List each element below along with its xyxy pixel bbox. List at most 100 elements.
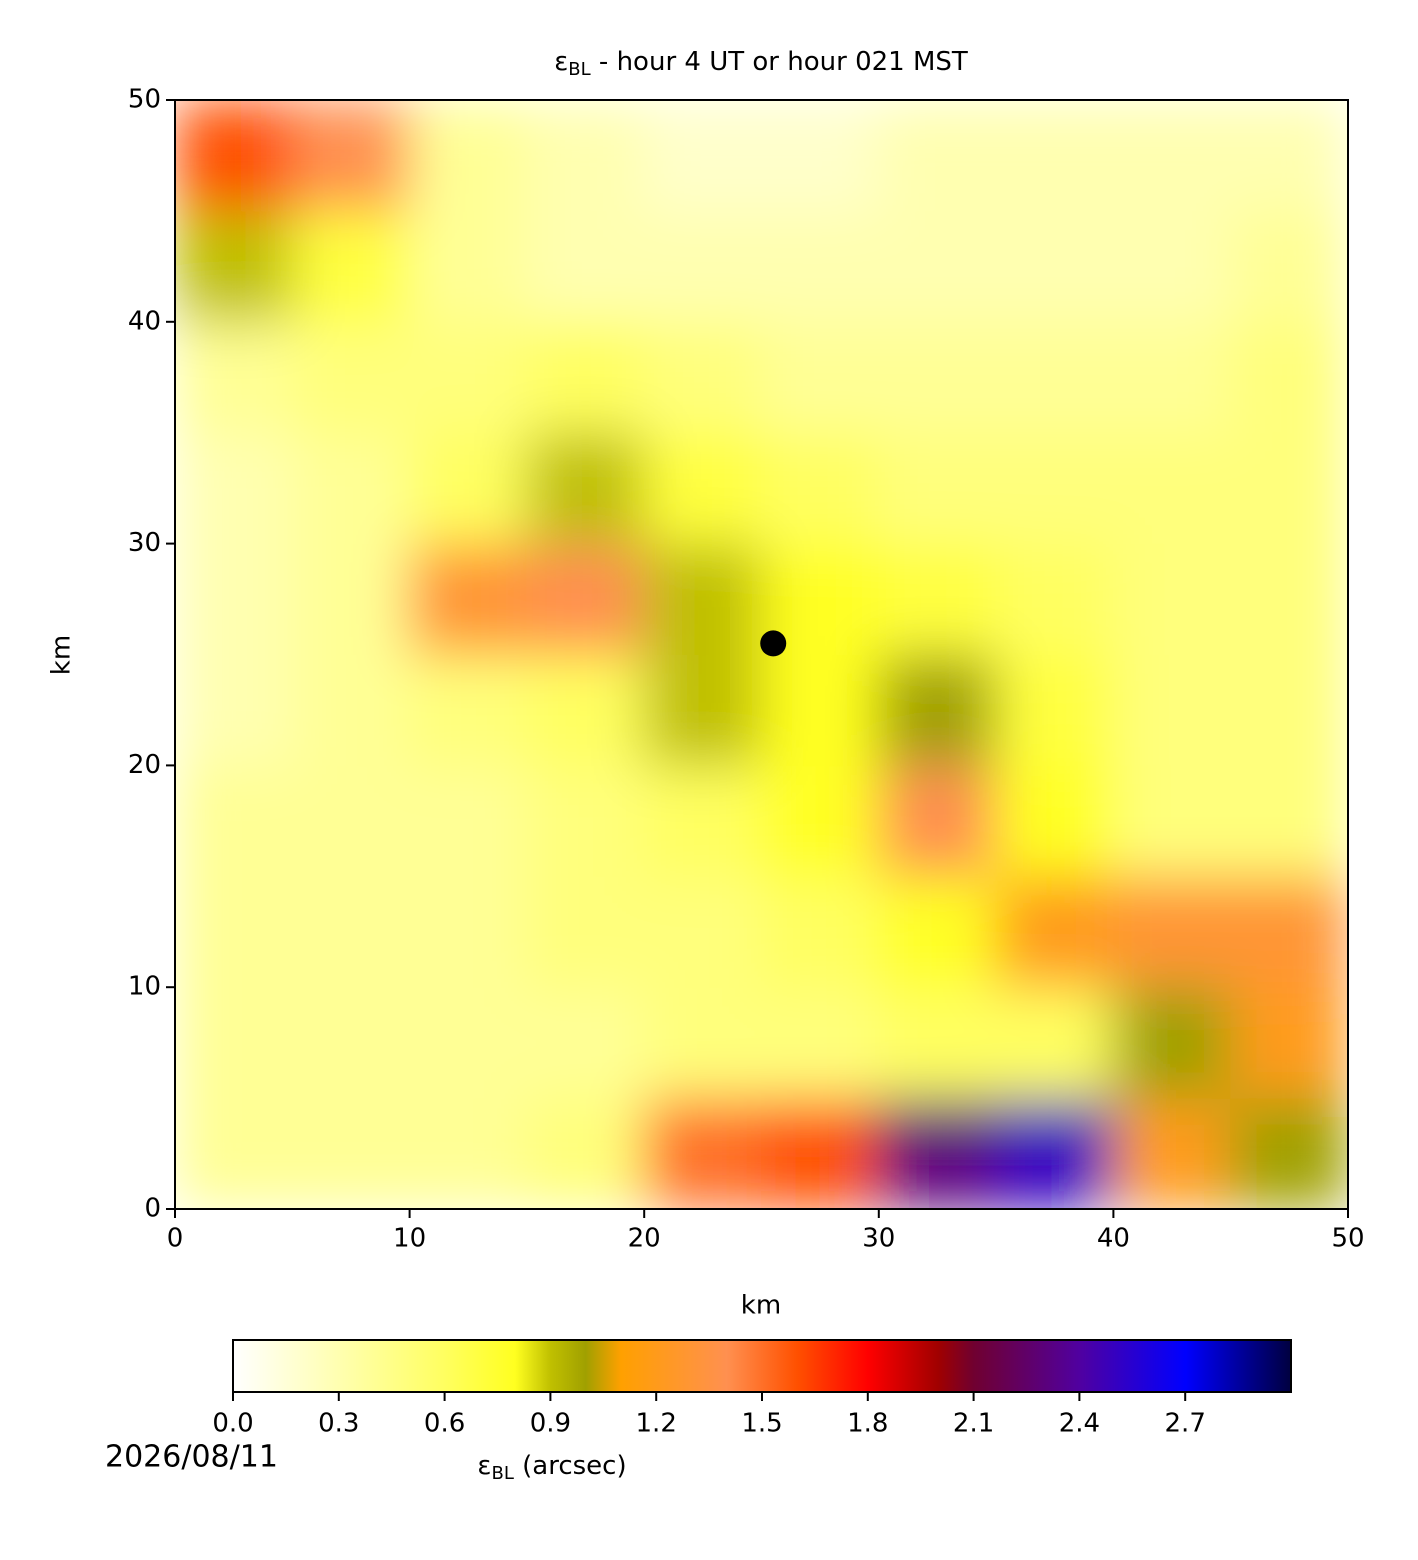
heat-cell [175, 321, 293, 434]
heat-cell [526, 875, 645, 988]
x-tick-label: 20 [628, 1224, 661, 1254]
heat-cell [1230, 543, 1348, 655]
heat-cell [1230, 1097, 1348, 1209]
y-tick-label: 0 [144, 1194, 161, 1224]
heat-cell [761, 654, 880, 766]
heat-cell [175, 1097, 293, 1209]
x-tick-label: 10 [393, 1224, 426, 1254]
heat-cell [526, 1097, 645, 1209]
heat-cell [291, 543, 411, 655]
colorbar-tick-label: 2.1 [953, 1409, 994, 1439]
heat-cell [761, 432, 880, 545]
heat-cell [526, 654, 645, 766]
heat-cell [291, 100, 411, 212]
heat-cell [1112, 543, 1232, 655]
heat-cell [643, 100, 762, 212]
date: 2026/08/11 [105, 1440, 278, 1475]
heat-cell [878, 875, 997, 988]
heat-cell [1230, 654, 1348, 766]
heat-cell [995, 875, 1114, 988]
heat-cell [1230, 764, 1348, 877]
heat-cell [409, 321, 528, 434]
colorbar-tick-label: 1.8 [847, 1409, 888, 1439]
chart-title: εBL - hour 4 UT or hour 021 MST [554, 47, 968, 81]
x-tick-label: 0 [167, 1224, 184, 1254]
heat-cell [643, 432, 762, 545]
heat-cell [643, 210, 762, 323]
heat-cell [291, 986, 411, 1099]
y-axis-label: km [47, 635, 77, 675]
heat-cell [409, 100, 528, 212]
heat-cell [878, 654, 997, 766]
heat-cell [761, 875, 880, 988]
heat-cell [175, 543, 293, 655]
heat-cell [643, 1097, 762, 1209]
y-tick-label: 40 [128, 306, 161, 336]
heat-cell [409, 543, 528, 655]
heat-cell [1112, 321, 1232, 434]
heat-cell [1112, 764, 1232, 877]
heat-cell [878, 100, 997, 212]
heat-cell [175, 432, 293, 545]
colorbar-tick-label: 0.3 [318, 1409, 359, 1439]
heat-cell [409, 875, 528, 988]
heat-cell [1230, 100, 1348, 212]
heat-cell [175, 654, 293, 766]
heat-cell [995, 764, 1114, 877]
heat-cell [1112, 986, 1232, 1099]
y-tick-label: 10 [128, 972, 161, 1002]
y-tick-label: 20 [128, 750, 161, 780]
heat-cell [175, 986, 293, 1099]
heat-cell [1112, 210, 1232, 323]
heat-cell [878, 1097, 997, 1209]
heat-cell [409, 986, 528, 1099]
heat-cell [995, 321, 1114, 434]
heat-cell [995, 986, 1114, 1099]
heat-cell [995, 543, 1114, 655]
heat-cell [1112, 875, 1232, 988]
site-marker [760, 630, 787, 657]
x-tick-label: 40 [1097, 1224, 1130, 1254]
heat-cell [526, 986, 645, 1099]
colorbar-tick-label: 0.0 [212, 1409, 253, 1439]
heat-cell [409, 210, 528, 323]
x-axis-label: km [741, 1291, 781, 1321]
plot-frame [174, 99, 1349, 1210]
heat-cell [761, 764, 880, 877]
heat-cell [175, 210, 293, 323]
heat-cell [878, 764, 997, 877]
heat-cell [526, 100, 645, 212]
heat-cell [291, 210, 411, 323]
colorbar-tick-label: 2.4 [1059, 1409, 1100, 1439]
heat-cell [643, 986, 762, 1099]
heat-cell [1230, 875, 1348, 988]
heat-cell [878, 210, 997, 323]
heat-cell [409, 654, 528, 766]
heat-cell [878, 543, 997, 655]
colorbar-tick-label: 1.5 [741, 1409, 782, 1439]
heat-cell [526, 321, 645, 434]
heatmap [175, 100, 1348, 1209]
colorbar-label: εBL (arcsec) [477, 1451, 626, 1485]
heat-cell [1112, 1097, 1232, 1209]
heat-cell [526, 764, 645, 877]
heat-cell [291, 654, 411, 766]
heat-cell [761, 100, 880, 212]
colorbar [232, 1339, 1292, 1393]
heat-cell [643, 764, 762, 877]
colorbar-tick-label: 1.2 [636, 1409, 677, 1439]
colorbar-tick-label: 0.9 [530, 1409, 571, 1439]
heat-cell [175, 100, 293, 212]
heat-cell [526, 543, 645, 655]
heat-cell [995, 1097, 1114, 1209]
y-tick-label: 30 [128, 528, 161, 558]
x-tick-label: 50 [1331, 1224, 1364, 1254]
heat-cell [409, 1097, 528, 1209]
heat-cell [995, 432, 1114, 545]
heat-cell [526, 432, 645, 545]
heat-cell [643, 875, 762, 988]
heat-cell [291, 875, 411, 988]
heat-cell [995, 210, 1114, 323]
heat-cell [1230, 432, 1348, 545]
